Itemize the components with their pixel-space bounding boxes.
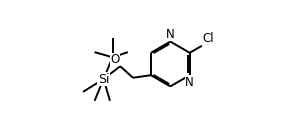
Text: Cl: Cl [203, 32, 214, 45]
Text: O: O [110, 53, 120, 66]
Text: N: N [185, 76, 194, 89]
Text: Si: Si [98, 73, 109, 86]
Text: N: N [166, 28, 175, 41]
